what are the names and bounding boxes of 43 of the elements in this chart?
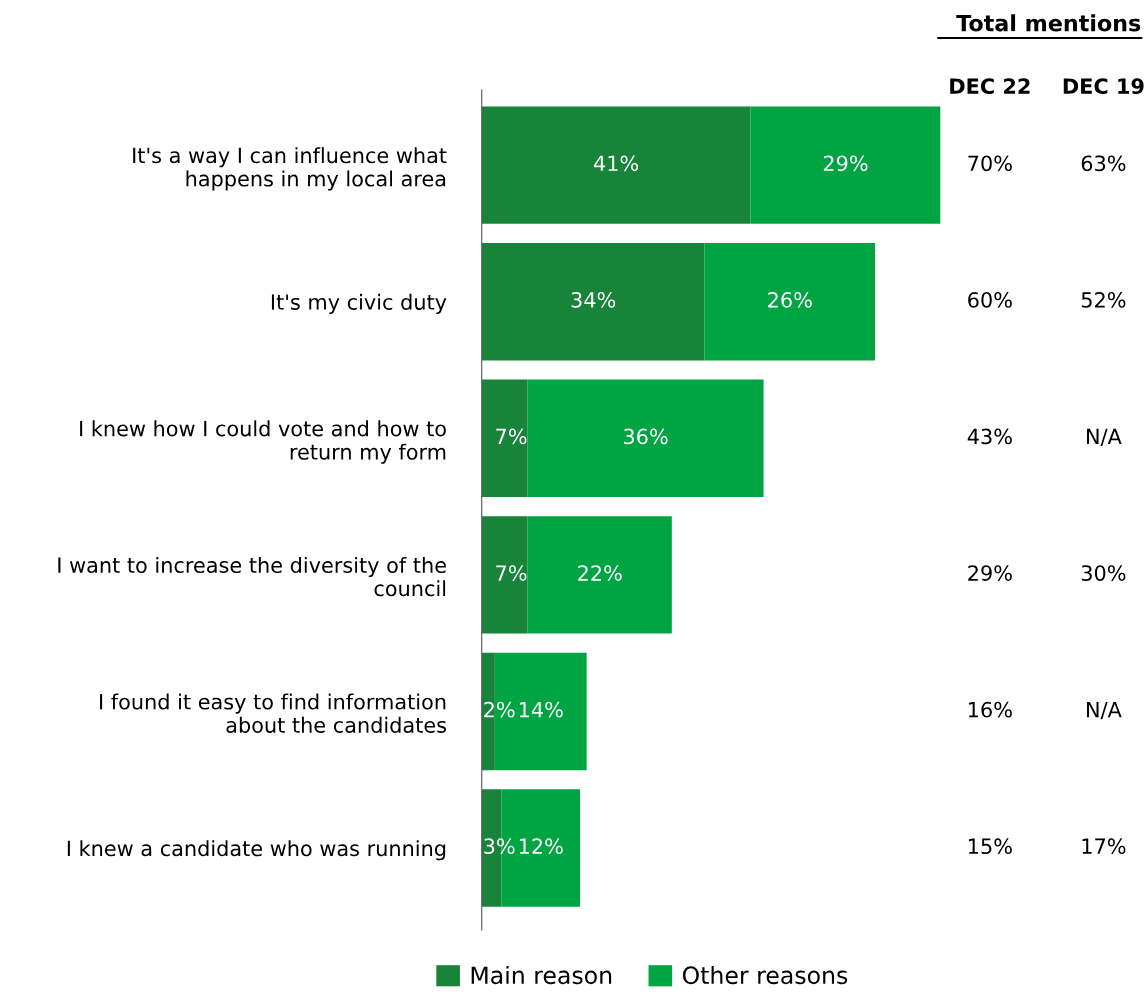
text: 52% — [1081, 291, 1126, 308]
y-tick-label: I found it easy to find information about the candidates — [100, 693, 446, 733]
y-tick-label: It's my civic duty — [271, 293, 447, 314]
text: DEC 22 — [950, 78, 1030, 95]
data-label: 29% — [823, 155, 868, 172]
bar — [527, 516, 672, 634]
bar — [481, 379, 528, 498]
text: 63% — [1081, 155, 1126, 172]
y-tick-label: I want to increase the diversity of the council — [58, 556, 446, 597]
bar — [704, 242, 875, 361]
bar — [481, 516, 528, 634]
text: N/A — [1087, 428, 1122, 446]
data-label: 7% — [496, 565, 527, 581]
text: 43% — [967, 428, 1012, 445]
text: 16% — [969, 701, 1012, 718]
y-tick-label: I knew how I could vote and how to return my form — [80, 420, 446, 464]
data-label: 26% — [768, 291, 812, 308]
bar — [527, 379, 764, 498]
bar — [481, 106, 751, 224]
data-label: 34% — [571, 291, 616, 308]
text: 29% — [968, 565, 1012, 581]
data-label: 7% — [496, 428, 527, 445]
data-label: 14% — [519, 701, 563, 718]
bar — [750, 106, 941, 224]
data-label: 36% — [624, 428, 668, 445]
legend-label: Other reasons — [682, 965, 848, 985]
text: 70% — [968, 155, 1012, 172]
data-label: 22% — [578, 565, 622, 581]
text: N/A — [1087, 702, 1122, 720]
bar — [481, 242, 705, 361]
data-label: 41% — [593, 155, 639, 172]
y-tick-label: It's a way I can influence what happens in my local area — [133, 147, 447, 191]
text: 60% — [968, 291, 1012, 308]
text: Total mentions — [956, 14, 1141, 32]
data-label: 2% — [484, 701, 515, 718]
data-label: 12% — [519, 838, 563, 855]
text: 15% — [969, 838, 1012, 855]
text: 17% — [1082, 838, 1126, 855]
data-label: 3% — [484, 838, 515, 855]
legend-label: Main reason — [471, 965, 612, 985]
y-tick-label: I knew a candidate who was running — [67, 840, 446, 861]
text: DEC 19 — [1063, 78, 1144, 95]
text: 30% — [1081, 565, 1126, 581]
